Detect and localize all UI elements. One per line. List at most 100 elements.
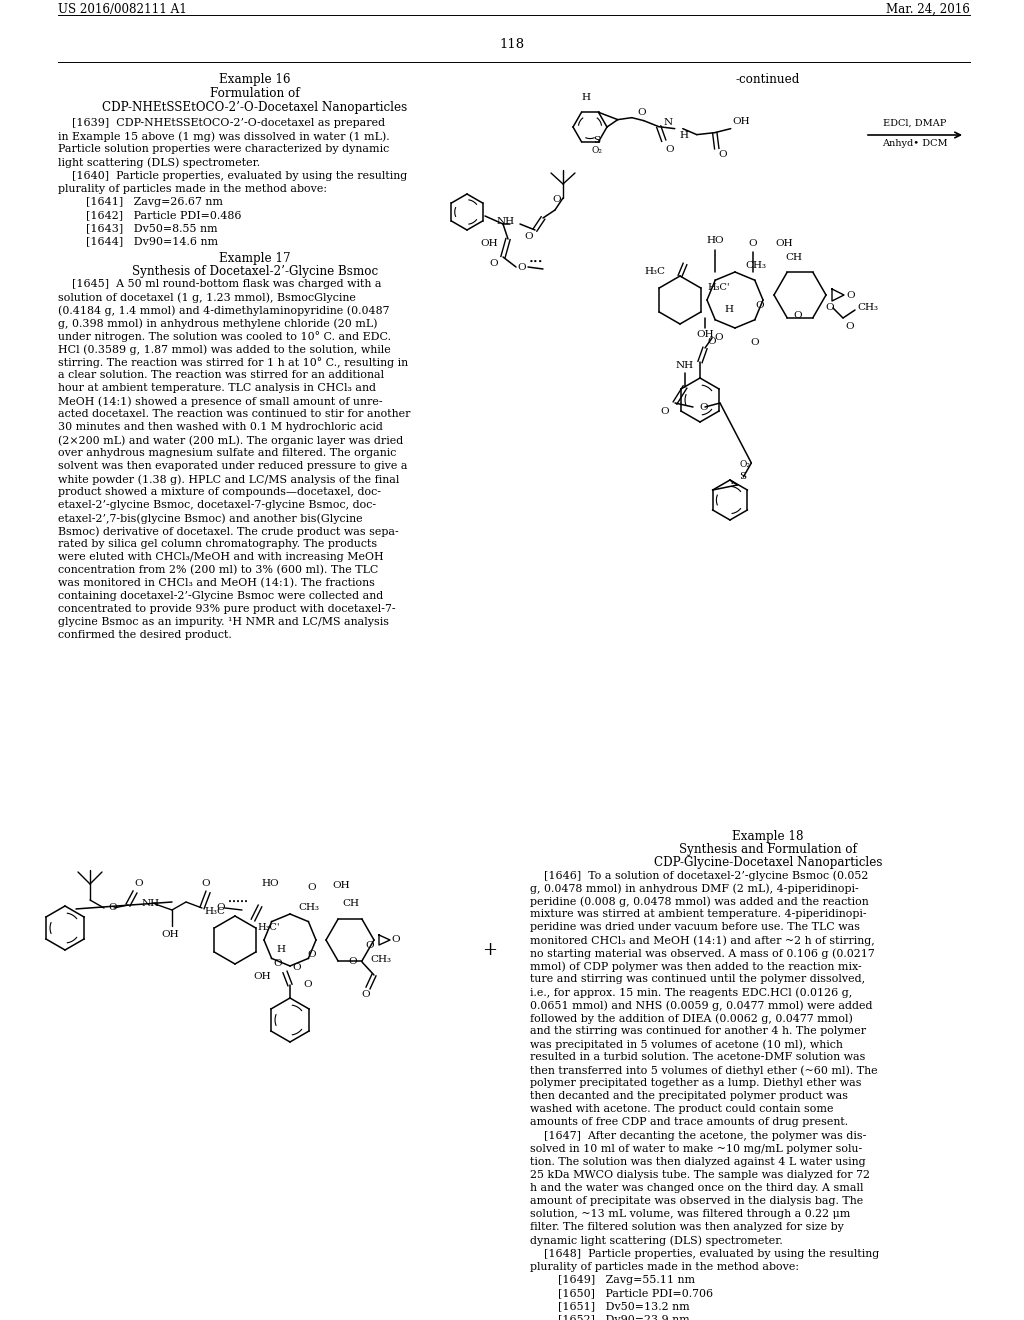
- Text: US 2016/0082111 A1: US 2016/0082111 A1: [58, 3, 186, 16]
- Text: +: +: [482, 941, 498, 960]
- Text: 30 minutes and then washed with 0.1 M hydrochloric acid: 30 minutes and then washed with 0.1 M hy…: [58, 422, 383, 432]
- Text: 118: 118: [500, 38, 524, 51]
- Text: O: O: [202, 879, 210, 888]
- Text: rated by silica gel column chromatography. The products: rated by silica gel column chromatograph…: [58, 539, 377, 549]
- Text: CH: CH: [342, 899, 359, 908]
- Text: O: O: [714, 334, 723, 342]
- Text: Example 17: Example 17: [219, 252, 291, 265]
- Text: O: O: [751, 338, 760, 347]
- Text: in Example 15 above (1 mg) was dissolved in water (1 mL).: in Example 15 above (1 mg) was dissolved…: [58, 131, 389, 141]
- Text: (2×200 mL) and water (200 mL). The organic layer was dried: (2×200 mL) and water (200 mL). The organ…: [58, 436, 403, 446]
- Text: H₃C: H₃C: [644, 268, 665, 276]
- Text: -continued: -continued: [736, 73, 800, 86]
- Text: CH₃: CH₃: [857, 304, 878, 313]
- Text: OH: OH: [161, 931, 179, 939]
- Text: CH₃: CH₃: [745, 260, 766, 269]
- Text: [1648]  Particle properties, evaluated by using the resulting: [1648] Particle properties, evaluated by…: [530, 1249, 880, 1259]
- Text: O: O: [553, 195, 561, 205]
- Text: over anhydrous magnesium sulfate and filtered. The organic: over anhydrous magnesium sulfate and fil…: [58, 447, 396, 458]
- Text: hour at ambient temperature. TLC analysis in CHCl₃ and: hour at ambient temperature. TLC analysi…: [58, 383, 376, 393]
- Text: S: S: [739, 473, 746, 480]
- Text: O: O: [361, 990, 371, 999]
- Text: O: O: [756, 301, 764, 309]
- Text: were eluted with CHCl₃/MeOH and with increasing MeOH: were eluted with CHCl₃/MeOH and with inc…: [58, 552, 384, 562]
- Text: O: O: [637, 108, 646, 116]
- Text: [1643]   Dv50=8.55 nm: [1643] Dv50=8.55 nm: [58, 223, 218, 234]
- Text: CH₃: CH₃: [370, 956, 391, 965]
- Text: [1640]  Particle properties, evaluated by using the resulting: [1640] Particle properties, evaluated by…: [58, 172, 408, 181]
- Text: h and the water was changed once on the third day. A small: h and the water was changed once on the …: [530, 1183, 863, 1193]
- Text: polymer precipitated together as a lump. Diethyl ether was: polymer precipitated together as a lump.…: [530, 1078, 861, 1088]
- Text: solved in 10 ml of water to make ~10 mg/mL polymer solu-: solved in 10 ml of water to make ~10 mg/…: [530, 1144, 862, 1154]
- Text: washed with acetone. The product could contain some: washed with acetone. The product could c…: [530, 1104, 834, 1114]
- Text: monitored CHCl₃ and MeOH (14:1) and after ~2 h of stirring,: monitored CHCl₃ and MeOH (14:1) and afte…: [530, 935, 874, 945]
- Text: light scattering (DLS) spectrometer.: light scattering (DLS) spectrometer.: [58, 157, 260, 168]
- Text: O: O: [489, 259, 498, 268]
- Text: NH: NH: [497, 218, 515, 227]
- Text: dynamic light scattering (DLS) spectrometer.: dynamic light scattering (DLS) spectrome…: [530, 1236, 782, 1246]
- Text: HO: HO: [707, 236, 724, 246]
- Text: Synthesis and Formulation of: Synthesis and Formulation of: [679, 843, 857, 855]
- Text: O: O: [307, 883, 316, 892]
- Text: (0.4184 g, 1.4 mmol) and 4-dimethylaminopyridine (0.0487: (0.4184 g, 1.4 mmol) and 4-dimethylamino…: [58, 305, 389, 315]
- Text: O: O: [707, 337, 716, 346]
- Text: then transferred into 5 volumes of diethyl ether (~60 ml). The: then transferred into 5 volumes of dieth…: [530, 1065, 878, 1076]
- Text: Formulation of: Formulation of: [210, 87, 300, 100]
- Text: etaxel-2’-glycine Bsmoc, docetaxel-7-glycine Bsmoc, doc-: etaxel-2’-glycine Bsmoc, docetaxel-7-gly…: [58, 500, 376, 510]
- Text: Example 18: Example 18: [732, 830, 804, 843]
- Text: O: O: [292, 964, 301, 972]
- Text: CH: CH: [785, 253, 802, 263]
- Text: stirring. The reaction was stirred for 1 h at 10° C., resulting in: stirring. The reaction was stirred for 1…: [58, 356, 409, 368]
- Text: O: O: [391, 936, 399, 945]
- Text: concentration from 2% (200 ml) to 3% (600 ml). The TLC: concentration from 2% (200 ml) to 3% (60…: [58, 565, 379, 576]
- Text: O: O: [307, 950, 316, 960]
- Text: mmol) of CDP polymer was then added to the reaction mix-: mmol) of CDP polymer was then added to t…: [530, 961, 862, 972]
- Text: O₂: O₂: [739, 459, 751, 469]
- Text: OH: OH: [480, 239, 498, 248]
- Text: Anhyd• DCM: Anhyd• DCM: [883, 139, 948, 148]
- Text: g, 0.398 mmol) in anhydrous methylene chloride (20 mL): g, 0.398 mmol) in anhydrous methylene ch…: [58, 318, 378, 329]
- Text: O: O: [518, 263, 526, 272]
- Text: 0.0651 mmol) and NHS (0.0059 g, 0.0477 mmol) were added: 0.0651 mmol) and NHS (0.0059 g, 0.0477 m…: [530, 1001, 872, 1011]
- Text: NH: NH: [676, 360, 694, 370]
- Text: acted docetaxel. The reaction was continued to stir for another: acted docetaxel. The reaction was contin…: [58, 409, 411, 418]
- Text: mixture was stirred at ambient temperature. 4-piperidinopi-: mixture was stirred at ambient temperatu…: [530, 909, 866, 919]
- Text: CDP-Glycine-Docetaxel Nanoparticles: CDP-Glycine-Docetaxel Nanoparticles: [653, 855, 883, 869]
- Text: NH: NH: [142, 899, 160, 908]
- Text: followed by the addition of DIEA (0.0062 g, 0.0477 mmol): followed by the addition of DIEA (0.0062…: [530, 1012, 853, 1023]
- Text: OH: OH: [733, 116, 751, 125]
- Text: confirmed the desired product.: confirmed the desired product.: [58, 630, 231, 640]
- Text: H₃C': H₃C': [257, 924, 280, 932]
- Text: H₃C': H₃C': [708, 284, 730, 293]
- Text: •••: •••: [528, 257, 544, 267]
- Text: OH: OH: [332, 880, 349, 890]
- Text: glycine Bsmoc as an impurity. ¹H NMR and LC/MS analysis: glycine Bsmoc as an impurity. ¹H NMR and…: [58, 616, 389, 627]
- Text: plurality of particles made in the method above:: plurality of particles made in the metho…: [58, 183, 327, 194]
- Text: Synthesis of Docetaxel-2’-Glycine Bsmoc: Synthesis of Docetaxel-2’-Glycine Bsmoc: [132, 265, 378, 279]
- Text: peridine (0.008 g, 0.0478 mmol) was added and the reaction: peridine (0.008 g, 0.0478 mmol) was adde…: [530, 896, 868, 907]
- Text: O: O: [719, 149, 727, 158]
- Text: •••••: •••••: [228, 898, 248, 906]
- Text: was monitored in CHCl₃ and MeOH (14:1). The fractions: was monitored in CHCl₃ and MeOH (14:1). …: [58, 578, 375, 589]
- Text: i.e., for approx. 15 min. The reagents EDC.HCl (0.0126 g,: i.e., for approx. 15 min. The reagents E…: [530, 987, 852, 998]
- Text: O₂: O₂: [592, 147, 602, 154]
- Text: HO: HO: [261, 879, 279, 888]
- Text: HCl (0.3589 g, 1.87 mmol) was added to the solution, while: HCl (0.3589 g, 1.87 mmol) was added to t…: [58, 345, 391, 355]
- Text: O: O: [304, 979, 312, 989]
- Text: O: O: [699, 403, 708, 412]
- Text: ture and stirring was continued until the polymer dissolved,: ture and stirring was continued until th…: [530, 974, 865, 983]
- Text: O: O: [660, 407, 669, 416]
- Text: containing docetaxel-2’-Glycine Bsmoc were collected and: containing docetaxel-2’-Glycine Bsmoc we…: [58, 591, 383, 601]
- Text: S: S: [594, 136, 600, 145]
- Text: [1644]   Dv90=14.6 nm: [1644] Dv90=14.6 nm: [58, 236, 218, 246]
- Text: [1651]   Dv50=13.2 nm: [1651] Dv50=13.2 nm: [530, 1302, 690, 1311]
- Text: product showed a mixture of compounds—docetaxel, doc-: product showed a mixture of compounds—do…: [58, 487, 381, 498]
- Text: then decanted and the precipitated polymer product was: then decanted and the precipitated polym…: [530, 1092, 848, 1101]
- Text: amount of precipitate was observed in the dialysis bag. The: amount of precipitate was observed in th…: [530, 1196, 863, 1206]
- Text: CH₃: CH₃: [298, 903, 319, 912]
- Text: O: O: [666, 145, 675, 153]
- Text: a clear solution. The reaction was stirred for an additional: a clear solution. The reaction was stirr…: [58, 370, 384, 380]
- Text: etaxel-2’,7-bis(glycine Bsmoc) and another bis(Glycine: etaxel-2’,7-bis(glycine Bsmoc) and anoth…: [58, 513, 362, 524]
- Text: O: O: [845, 322, 854, 331]
- Text: was precipitated in 5 volumes of acetone (10 ml), which: was precipitated in 5 volumes of acetone…: [530, 1039, 843, 1049]
